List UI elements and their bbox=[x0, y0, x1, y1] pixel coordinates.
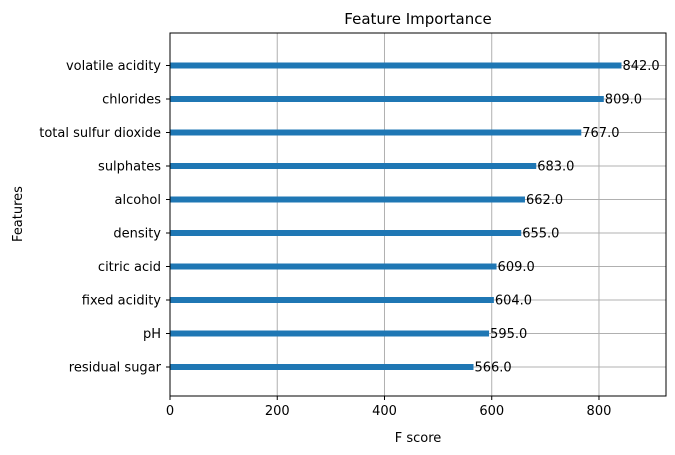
x-tick-label: 800 bbox=[587, 404, 612, 419]
x-tick-label: 400 bbox=[372, 404, 397, 419]
y-tick-label: volatile acidity bbox=[66, 59, 161, 74]
bar-value-label: 566.0 bbox=[474, 361, 511, 376]
y-tick-label: residual sugar bbox=[69, 361, 162, 376]
bar bbox=[170, 129, 582, 136]
y-axis-label: Features bbox=[11, 186, 26, 242]
x-tick-label: 200 bbox=[265, 404, 290, 419]
plot-frame bbox=[169, 32, 667, 397]
axis-ticks: 0 200 400 600 800 volatile acidity chlorides to… bbox=[39, 59, 611, 419]
y-tick-label: citric acid bbox=[98, 260, 161, 275]
y-tick-label: total sulfur dioxide bbox=[39, 126, 161, 141]
bar bbox=[170, 297, 494, 303]
bar bbox=[170, 230, 522, 236]
y-tick-label: density bbox=[113, 227, 161, 242]
y-tick-label: chlorides bbox=[102, 93, 161, 108]
bar bbox=[170, 196, 525, 203]
x-tick-label: 0 bbox=[166, 404, 174, 419]
bar-value-label: 609.0 bbox=[498, 260, 535, 275]
bar-value-label: 683.0 bbox=[537, 160, 574, 175]
bar bbox=[170, 364, 474, 370]
y-tick-label: fixed acidity bbox=[82, 294, 162, 309]
bars: 842.0 809.0 767.0 683.0 662.0 655.0 609.0 604.0… bbox=[170, 59, 660, 376]
y-tick-label: alcohol bbox=[115, 193, 161, 208]
bar bbox=[170, 62, 622, 69]
x-axis-label: F score bbox=[395, 431, 442, 446]
bar-value-label: 662.0 bbox=[526, 193, 563, 208]
bar bbox=[170, 263, 497, 270]
bar bbox=[170, 330, 490, 337]
bar bbox=[170, 96, 604, 102]
bar-value-label: 595.0 bbox=[490, 327, 527, 342]
x-tick-label: 600 bbox=[479, 404, 504, 419]
bar-value-label: 604.0 bbox=[495, 294, 532, 309]
y-tick-label: sulphates bbox=[98, 160, 161, 175]
grid-lines bbox=[169, 33, 666, 396]
y-tick-label: pH bbox=[143, 327, 161, 342]
bar-value-label: 767.0 bbox=[582, 126, 619, 141]
chart-title: Feature Importance bbox=[344, 10, 491, 28]
bar bbox=[170, 163, 537, 169]
bar-value-label: 655.0 bbox=[522, 227, 559, 242]
bar-value-label: 809.0 bbox=[605, 93, 642, 108]
bar-value-label: 842.0 bbox=[622, 59, 659, 74]
